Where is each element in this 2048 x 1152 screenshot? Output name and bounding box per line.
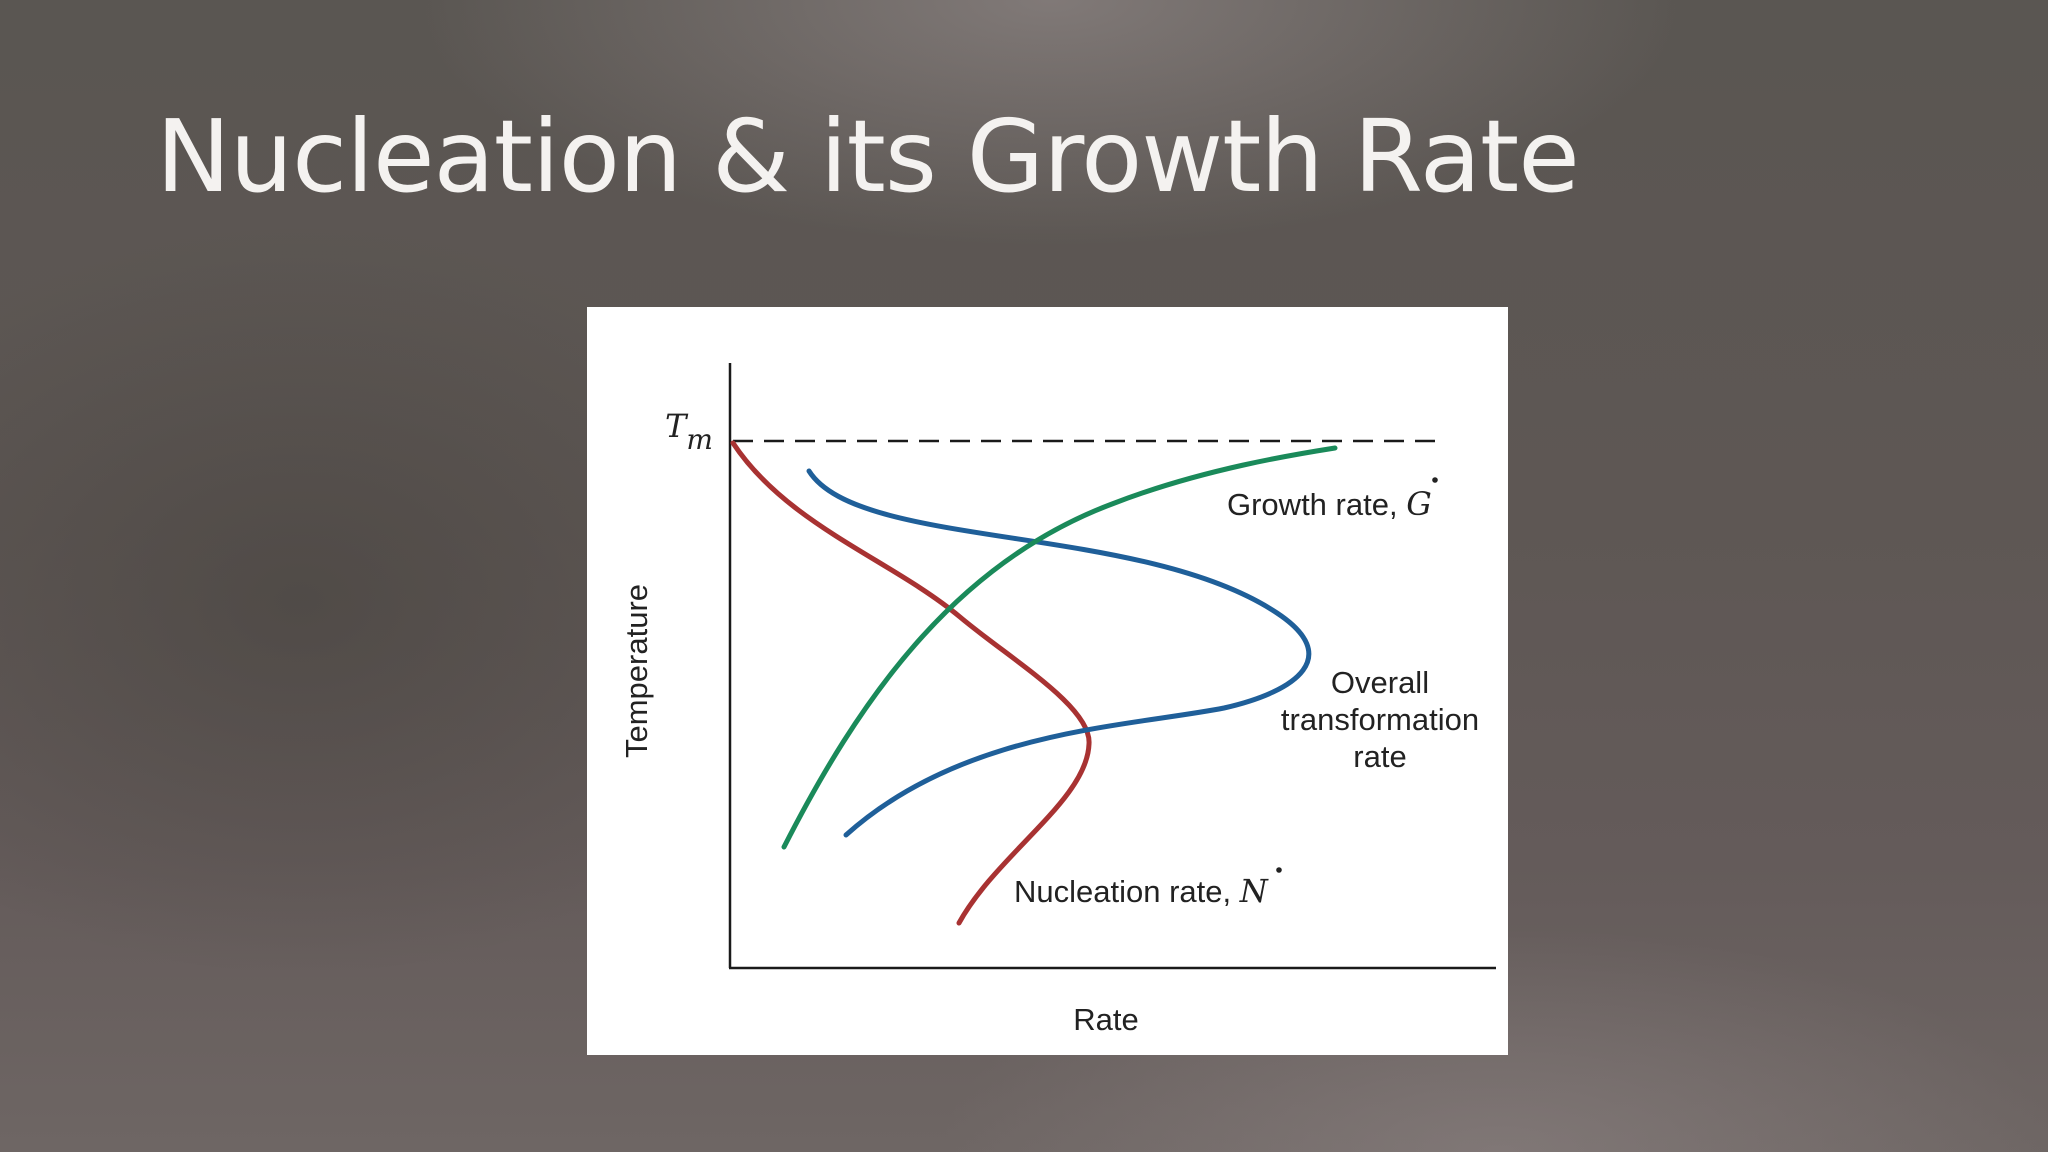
overall-label-line-3: rate [1353,739,1406,774]
overall-label-line-2: transformation [1281,702,1479,737]
tm-symbol: T [665,407,689,445]
overall-transformation-curve [806,468,1312,838]
tm-subscript: m [686,423,713,456]
nucleation-rate-text: Nucleation rate, [1014,874,1240,909]
growth-rate-symbol: G [1406,485,1432,523]
growth-rate-dot-accent [1432,477,1438,483]
nucleation-rate-label: Nucleation rate, N [1014,872,1269,910]
tm-label: Tm [665,407,713,456]
y-axis-label: Temperature [619,584,654,758]
growth-rate-label: Growth rate, G [1227,485,1432,523]
nucleation-rate-dot-accent [1276,867,1282,873]
growth-rate-text: Growth rate, [1227,487,1406,522]
growth-rate-curve [781,445,1338,850]
x-axis-label: Rate [1073,1002,1138,1037]
nucleation-rate-curve [730,440,1092,926]
ttt-rate-diagram: Tm Growth rate, G Overall transformation… [619,363,1496,1037]
nucleation-rate-symbol: N [1239,872,1269,910]
diagram-panel: Tm Growth rate, G Overall transformation… [587,307,1508,1055]
slide-title: Nucleation & its Growth Rate [156,98,1580,215]
overall-label-line-1: Overall [1331,665,1429,700]
